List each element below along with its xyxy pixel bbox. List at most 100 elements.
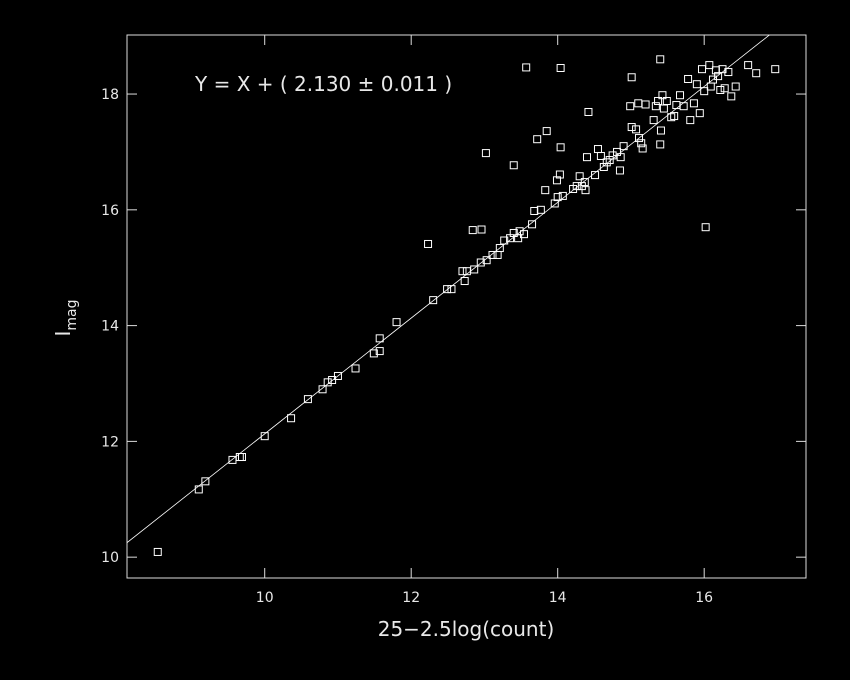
- data-point: [605, 156, 614, 165]
- data-point: [718, 65, 727, 74]
- y-tick-label: 16: [101, 203, 119, 219]
- data-point: [495, 244, 504, 253]
- data-point: [375, 334, 384, 343]
- data-point: [584, 107, 593, 116]
- data-point: [260, 432, 269, 441]
- data-point: [692, 80, 701, 89]
- x-tick-label: 10: [256, 590, 274, 606]
- data-point: [443, 285, 452, 294]
- data-point: [634, 99, 643, 108]
- data-point: [724, 68, 733, 77]
- annotation: Y = X + ( 2.130 ± 0.011 ): [194, 72, 452, 96]
- data-point: [447, 285, 456, 294]
- data-point: [323, 378, 332, 387]
- data-point: [424, 239, 433, 248]
- data-point: [201, 477, 210, 486]
- data-point: [522, 63, 531, 72]
- data-point: [651, 102, 660, 111]
- data-point: [697, 65, 706, 74]
- data-point: [716, 85, 725, 94]
- data-point: [706, 82, 715, 91]
- data-point: [482, 256, 491, 265]
- data-point: [649, 116, 658, 125]
- data-point: [318, 385, 327, 394]
- data-point: [287, 414, 296, 423]
- data-point: [656, 126, 665, 135]
- data-point: [468, 226, 477, 235]
- data-point: [679, 102, 688, 111]
- data-point: [656, 55, 665, 64]
- data-point: [632, 125, 641, 134]
- data-point: [626, 102, 635, 111]
- data-point: [558, 191, 567, 200]
- data-point: [700, 87, 709, 96]
- x-tick-label: 12: [402, 590, 420, 606]
- data-point: [533, 135, 542, 144]
- data-point: [627, 73, 636, 82]
- x-tick-label: 14: [549, 590, 567, 606]
- data-point: [375, 347, 384, 356]
- data-point: [476, 258, 485, 267]
- data-point: [731, 82, 740, 91]
- data-point: [392, 318, 401, 327]
- data-point: [596, 151, 605, 160]
- data-point: [619, 142, 628, 151]
- y-label-sub: mag: [64, 299, 80, 330]
- data-point: [328, 376, 337, 385]
- data-point: [477, 225, 486, 234]
- data-point: [582, 153, 591, 162]
- data-point: [672, 101, 681, 110]
- data-point: [429, 296, 438, 305]
- data-point: [519, 230, 528, 239]
- data-point: [705, 61, 714, 70]
- data-point: [599, 162, 608, 171]
- data-point: [515, 227, 524, 236]
- data-point: [684, 74, 693, 83]
- data-point: [536, 205, 545, 214]
- plot-frame: [126, 34, 807, 579]
- data-point: [701, 223, 710, 232]
- data-point: [616, 153, 625, 162]
- data-point: [615, 166, 624, 175]
- data-point: [481, 149, 490, 158]
- data-point: [542, 127, 551, 136]
- data-point: [752, 69, 761, 78]
- data-point: [641, 100, 650, 109]
- data-point: [658, 91, 667, 100]
- data-point: [581, 186, 590, 195]
- data-point: [686, 116, 695, 125]
- data-point: [638, 144, 647, 153]
- data-point: [659, 104, 668, 113]
- data-point: [593, 145, 602, 154]
- data-point: [689, 99, 698, 108]
- data-point: [720, 84, 729, 93]
- x-tick-label: 16: [695, 590, 713, 606]
- data-point: [637, 139, 646, 148]
- data-point: [530, 206, 539, 215]
- data-point: [553, 193, 562, 202]
- data-point: [550, 199, 559, 208]
- data-point: [303, 395, 312, 404]
- data-point: [194, 485, 203, 494]
- plot-area: [127, 35, 780, 556]
- data-point: [602, 158, 611, 167]
- data-point: [555, 170, 564, 179]
- data-point: [153, 547, 162, 556]
- data-point: [500, 236, 509, 245]
- data-point: [662, 96, 671, 105]
- y-label-main: I: [51, 331, 75, 337]
- data-point: [572, 182, 581, 191]
- data-point: [493, 250, 502, 259]
- data-point: [351, 364, 360, 373]
- data-point: [556, 143, 565, 152]
- data-point: [470, 265, 479, 274]
- data-point: [714, 72, 723, 81]
- data-point: [552, 176, 561, 185]
- data-point: [509, 161, 518, 170]
- data-point: [634, 134, 643, 143]
- data-point: [727, 92, 736, 101]
- data-point: [460, 277, 469, 286]
- data-point: [670, 112, 679, 121]
